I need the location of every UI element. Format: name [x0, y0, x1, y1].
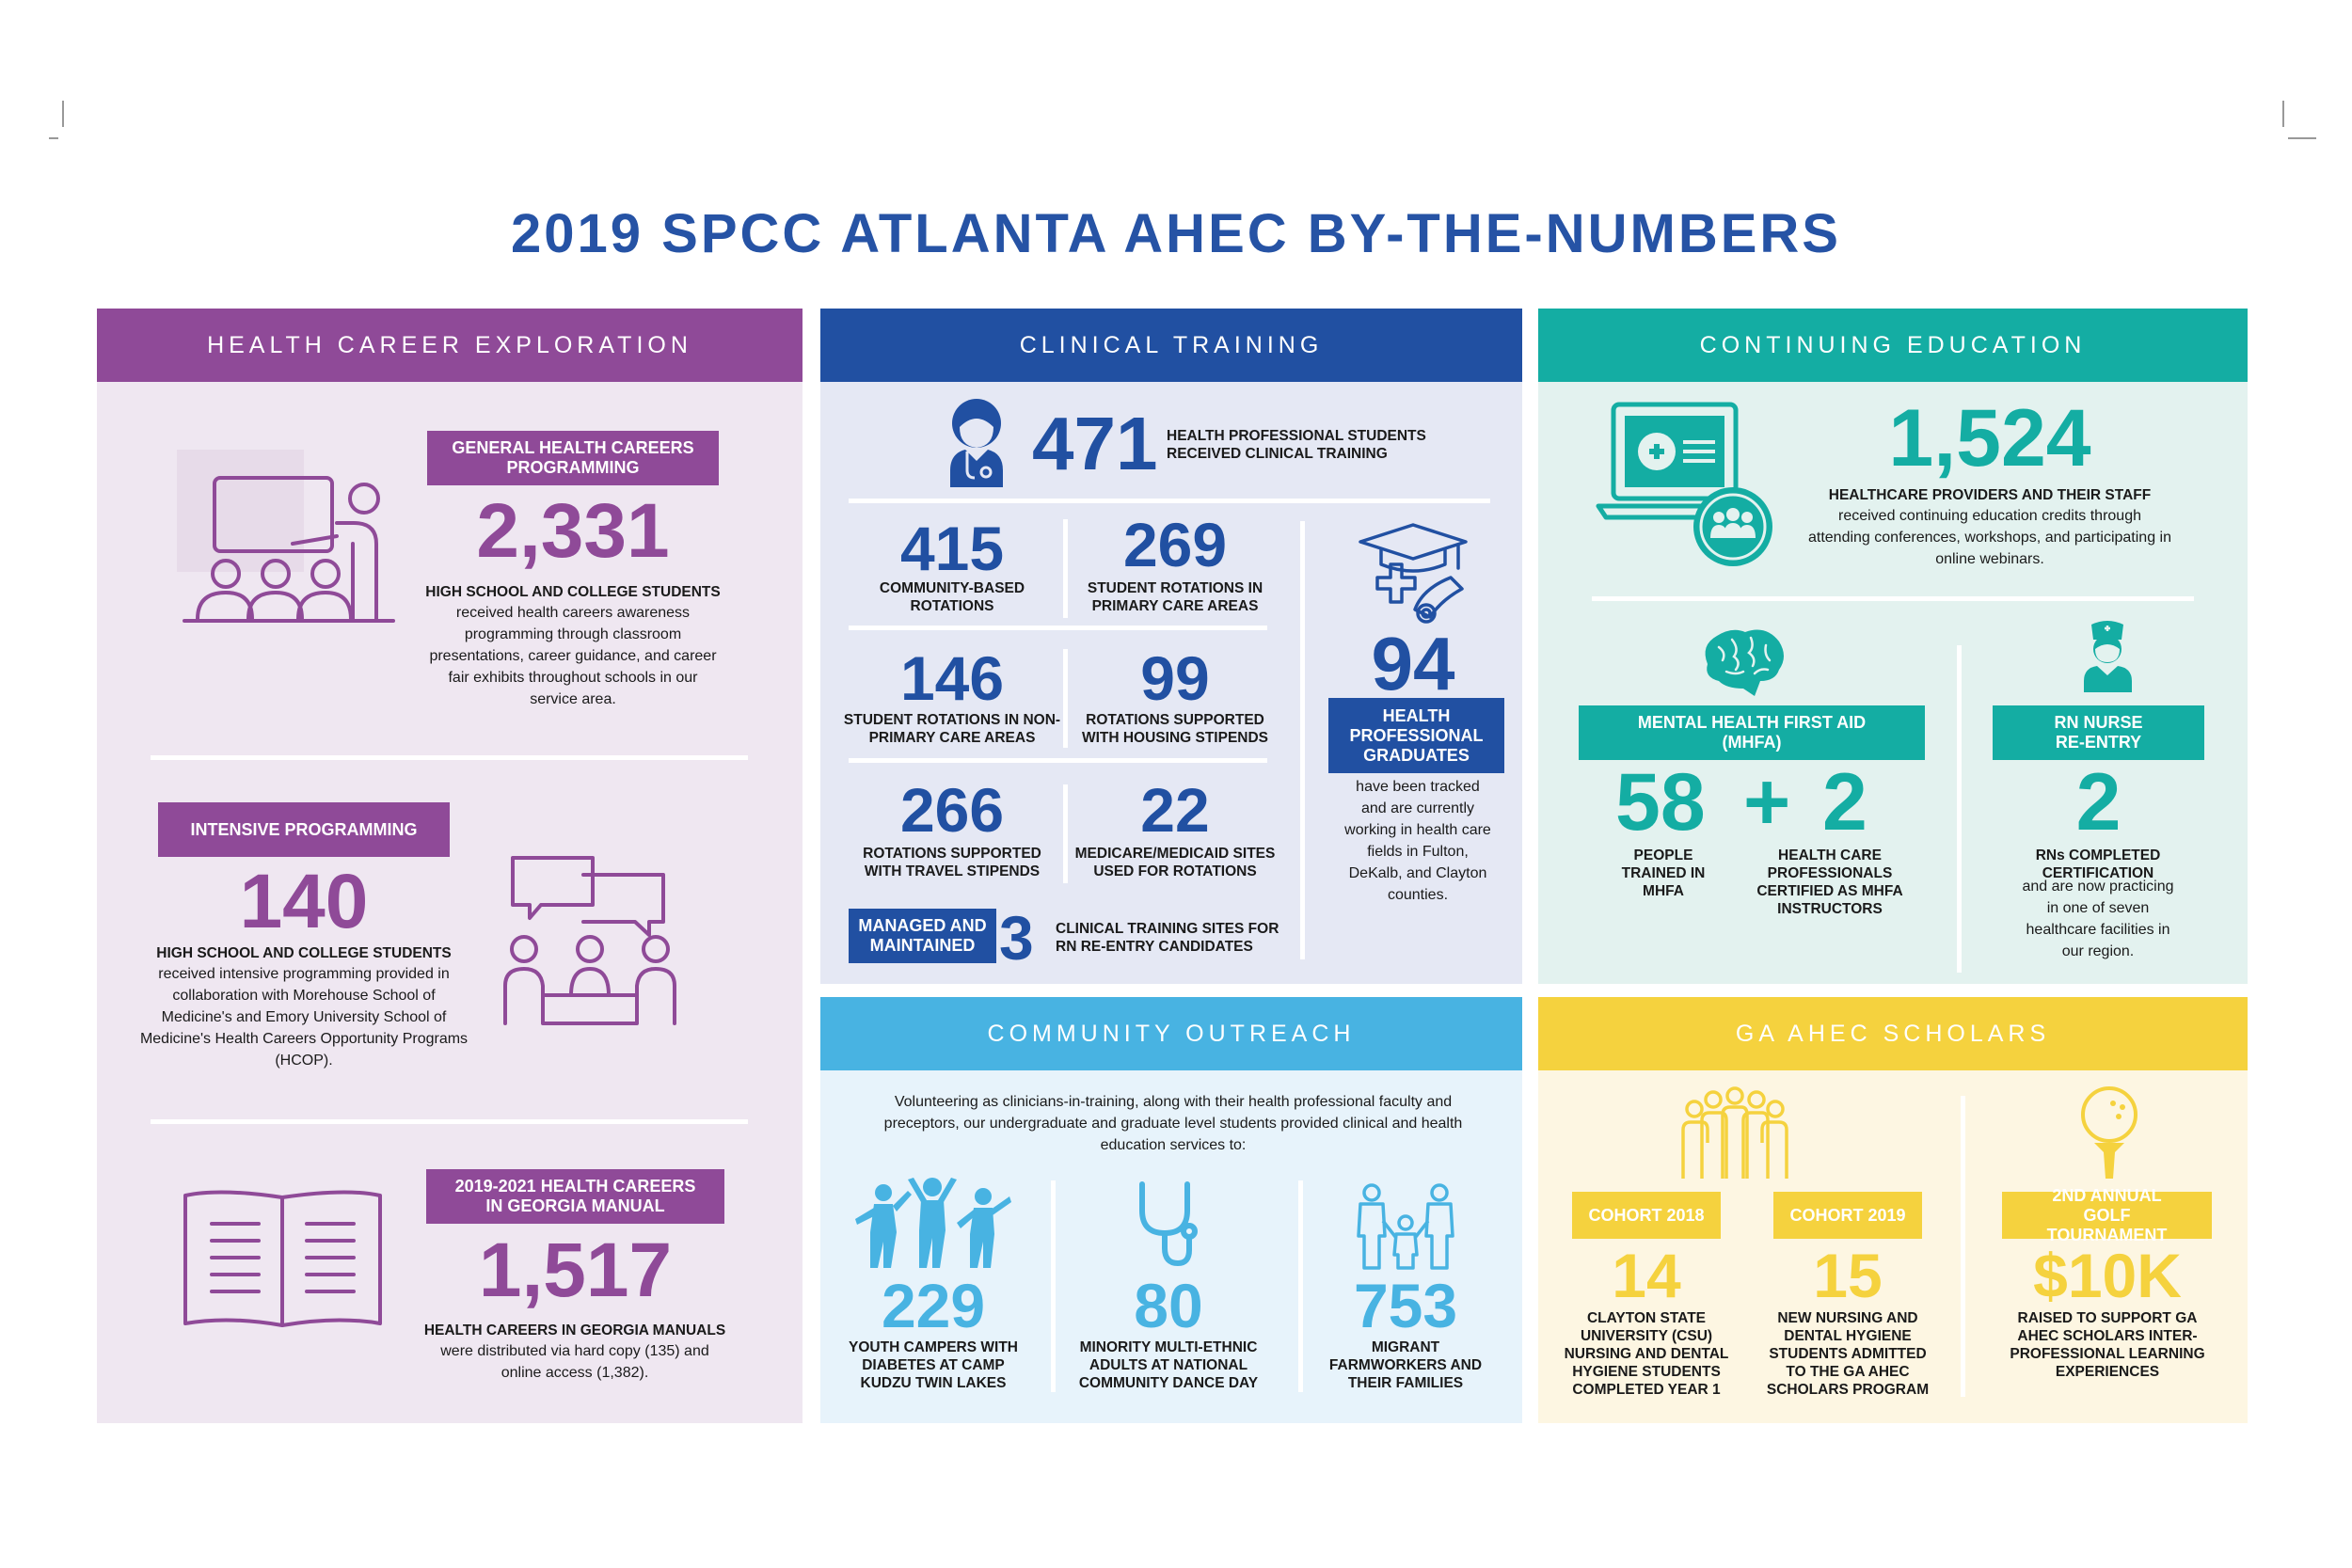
divider	[1051, 1180, 1056, 1392]
stat-number: 753	[1353, 1271, 1458, 1340]
tag-graduates: HEALTH PROFESSIONAL GRADUATES	[1328, 698, 1504, 773]
jumping-kids-icon	[855, 1178, 1011, 1268]
stat-number: 1,517	[478, 1227, 673, 1313]
stat-label: RNs COMPLETED CERTIFICATION	[2035, 847, 2161, 881]
stat-label: HEALTH CAREERS IN GEORGIA MANUALS	[423, 1323, 726, 1338]
stat-description: received health careers awareness progra…	[429, 605, 717, 707]
stethoscope-icon	[1139, 1181, 1198, 1266]
divider	[849, 626, 1267, 630]
stat-label: MEDICARE/MEDICAID SITES USED FOR ROTATIO…	[1074, 846, 1276, 879]
stat-label: STUDENT ROTATIONS IN PRIMARY CARE AREAS	[1087, 580, 1263, 614]
stat-label: NEW NURSING AND DENTAL HYGIENE STUDENTS …	[1766, 1310, 1930, 1398]
stat-number: 1,524	[1888, 393, 2091, 483]
stat-number: 266	[899, 775, 1005, 845]
stat-label: YOUTH CAMPERS WITH DIABETES AT CAMP KUDZ…	[849, 1339, 1018, 1391]
scholars-group-icon	[1681, 1086, 1788, 1179]
stat-number: 15	[1813, 1241, 1883, 1310]
page-title: 2019 SPCC ATLANTA AHEC BY-THE-NUMBERS	[511, 203, 1841, 264]
stat-label: MINORITY MULTI-ETHNIC ADULTS AT NATIONAL…	[1078, 1339, 1259, 1391]
nurse-icon	[2084, 621, 2132, 692]
stat-label: HIGH SCHOOL AND COLLEGE STUDENTS	[425, 584, 721, 600]
panel-health-career-exploration: HEALTH CAREER EXPLORATION GENERAL HEALTH…	[97, 309, 803, 1423]
tag-golf-tournament: 2ND ANNUAL GOLF TOURNAMENT	[2002, 1186, 2212, 1244]
graduation-cap-icon	[1359, 523, 1468, 624]
tag-managed-maintained: MANAGED AND MAINTAINED	[849, 909, 996, 963]
stat-number: 2	[2075, 757, 2122, 847]
stat-number: 22	[1140, 775, 1210, 845]
stat-label: CLINICAL TRAINING SITES FOR RN RE-ENTRY …	[1056, 921, 1279, 955]
open-book-icon	[183, 1190, 382, 1327]
stat-label: HEALTHCARE PROVIDERS AND THEIR STAFF	[1828, 487, 2152, 503]
stat-label: ROTATIONS SUPPORTED WITH TRAVEL STIPENDS	[863, 846, 1041, 879]
divider	[1300, 521, 1305, 959]
stat-number: 146	[899, 643, 1005, 713]
stat-label: HEALTH CARE PROFESSIONALS CERTIFIED AS M…	[1756, 847, 1903, 917]
stat-description: and are now practicing in one of seven h…	[2022, 879, 2174, 959]
divider	[849, 499, 1490, 503]
panel-clinical-training: CLINICAL TRAINING 471 HEALTH PROFESSIONA…	[820, 309, 1522, 984]
laptop-medical-icon	[1596, 402, 1772, 566]
stat-number: 2	[1822, 757, 1867, 847]
panel-community-outreach: COMMUNITY OUTREACH Volunteering as clini…	[820, 997, 1522, 1423]
stat-label: RAISED TO SUPPORT GA AHEC SCHOLARS INTER…	[2010, 1310, 2205, 1380]
stat-number: 14	[1612, 1241, 1681, 1310]
divider	[1592, 596, 2194, 601]
stat-number: 229	[881, 1271, 986, 1340]
stat-label: HEALTH PROFESSIONAL STUDENTS RECEIVED CL…	[1167, 428, 1426, 462]
divider	[1961, 1096, 1965, 1397]
divider	[849, 758, 1267, 763]
golf-ball-icon	[2081, 1086, 2137, 1179]
discussion-group-icon	[503, 856, 676, 1025]
doctor-icon	[950, 399, 1003, 487]
stat-label: CLAYTON STATE UNIVERSITY (CSU) NURSING A…	[1564, 1310, 1729, 1398]
stat-label: MIGRANT FARMWORKERS AND THEIR FAMILIES	[1328, 1339, 1483, 1391]
stat-label: HIGH SCHOOL AND COLLEGE STUDENTS	[156, 945, 452, 961]
divider	[151, 755, 748, 760]
panel-continuing-education: CONTINUING EDUCATION 1,524 HEALTHCARE PR…	[1538, 309, 2248, 984]
plus-sign: +	[1743, 757, 1791, 847]
tag-rn-reentry: RN NURSE RE-ENTRY	[1993, 705, 2204, 760]
divider	[1957, 645, 1962, 973]
tag-general-programming: GENERAL HEALTH CAREERS PROGRAMMING	[427, 431, 719, 485]
stat-number: 99	[1140, 643, 1210, 713]
classroom-icon	[177, 450, 395, 623]
divider	[151, 1119, 748, 1124]
panel-header: CONTINUING EDUCATION	[1538, 309, 2248, 382]
tag-intensive-programming: INTENSIVE PROGRAMMING	[158, 802, 450, 857]
stat-description: were distributed via hard copy (135) and…	[440, 1343, 709, 1381]
divider	[1063, 519, 1068, 618]
stat-number: 3	[999, 903, 1034, 973]
divider	[1063, 784, 1068, 883]
divider	[1298, 1180, 1303, 1392]
stat-number: 140	[239, 859, 369, 944]
stat-number: 80	[1134, 1271, 1203, 1340]
stat-label: COMMUNITY-BASED ROTATIONS	[879, 580, 1025, 614]
stat-number: 415	[899, 514, 1005, 583]
stat-number: 94	[1371, 622, 1455, 705]
stat-number: 58	[1615, 757, 1706, 847]
panel-header: HEALTH CAREER EXPLORATION	[97, 309, 803, 382]
panel-header: COMMUNITY OUTREACH	[820, 997, 1522, 1070]
divider	[1063, 649, 1068, 748]
tag-mhfa: MENTAL HEALTH FIRST AID (MHFA)	[1579, 705, 1925, 760]
stat-label: ROTATIONS SUPPORTED WITH HOUSING STIPEND…	[1081, 712, 1269, 746]
tag-cohort-2018: COHORT 2018	[1572, 1192, 1721, 1239]
stat-number: 2,331	[476, 488, 670, 574]
tag-cohort-2019: COHORT 2019	[1773, 1192, 1922, 1239]
family-icon	[1357, 1183, 1454, 1270]
stat-label: PEOPLE TRAINED IN MHFA	[1621, 847, 1706, 899]
stat-number: 471	[1032, 402, 1158, 485]
panel-header: GA AHEC SCHOLARS	[1538, 997, 2248, 1070]
stat-label: STUDENT ROTATIONS IN NON-PRIMARY CARE AR…	[843, 712, 1061, 746]
stat-description: received continuing education credits th…	[1807, 508, 2171, 567]
intro-text: Volunteering as clinicians-in-training, …	[883, 1094, 1463, 1153]
panel-header: CLINICAL TRAINING	[820, 309, 1522, 382]
brain-icon	[1705, 629, 1784, 696]
panel-ga-ahec-scholars: GA AHEC SCHOLARS COHORT 2018 14 CLAYTON …	[1538, 997, 2248, 1423]
tag-georgia-manual: 2019-2021 HEALTH CAREERS IN GEORGIA MANU…	[426, 1169, 724, 1224]
stat-description: received intensive programming provided …	[139, 966, 469, 1069]
stat-number: 269	[1122, 510, 1228, 579]
stat-number: $10K	[2033, 1241, 2182, 1310]
stat-description: have been tracked and are currently work…	[1344, 779, 1491, 903]
